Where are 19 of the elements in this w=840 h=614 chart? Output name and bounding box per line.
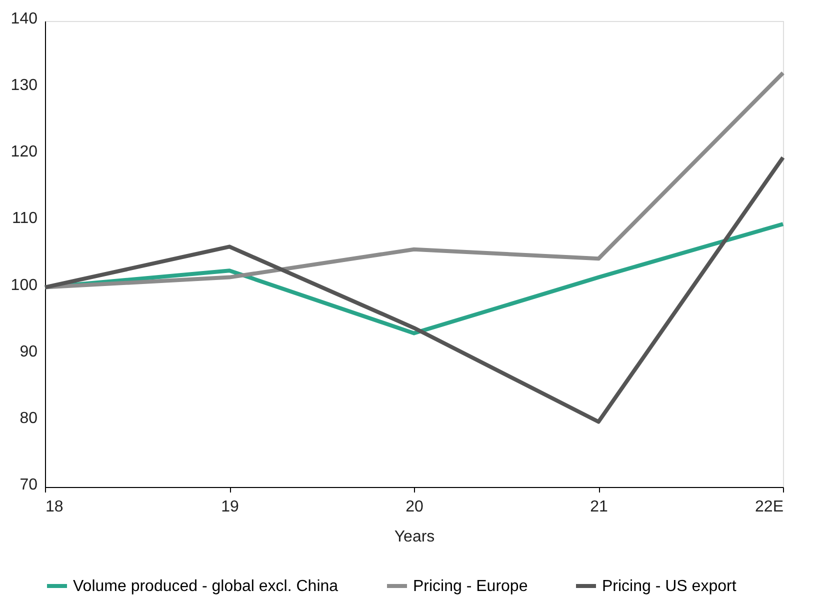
- y-tick-label: 90: [20, 343, 38, 360]
- legend-label: Volume produced - global excl. China: [73, 578, 338, 595]
- y-tick-label: 140: [10, 10, 38, 28]
- y-tick-label: 110: [12, 210, 38, 228]
- x-tick-label: 20: [406, 498, 424, 516]
- x-tick-label: 22E: [755, 498, 784, 516]
- line-series: [43, 70, 785, 290]
- x-tick-label: 21: [590, 498, 608, 516]
- legend-label: Pricing - Europe: [413, 578, 528, 595]
- y-tick-label: 70: [20, 476, 38, 494]
- y-tick-label: 120: [10, 144, 38, 161]
- y-tick-label: 130: [10, 77, 38, 94]
- y-tick-label: 100: [10, 276, 38, 294]
- line-series: [43, 155, 785, 424]
- x-tick-label: 19: [221, 498, 239, 516]
- y-tick-label: 80: [20, 410, 38, 427]
- x-axis-title: Years: [394, 528, 435, 546]
- legend-label: Pricing - US export: [602, 578, 737, 595]
- x-tick-label: 18: [46, 498, 64, 516]
